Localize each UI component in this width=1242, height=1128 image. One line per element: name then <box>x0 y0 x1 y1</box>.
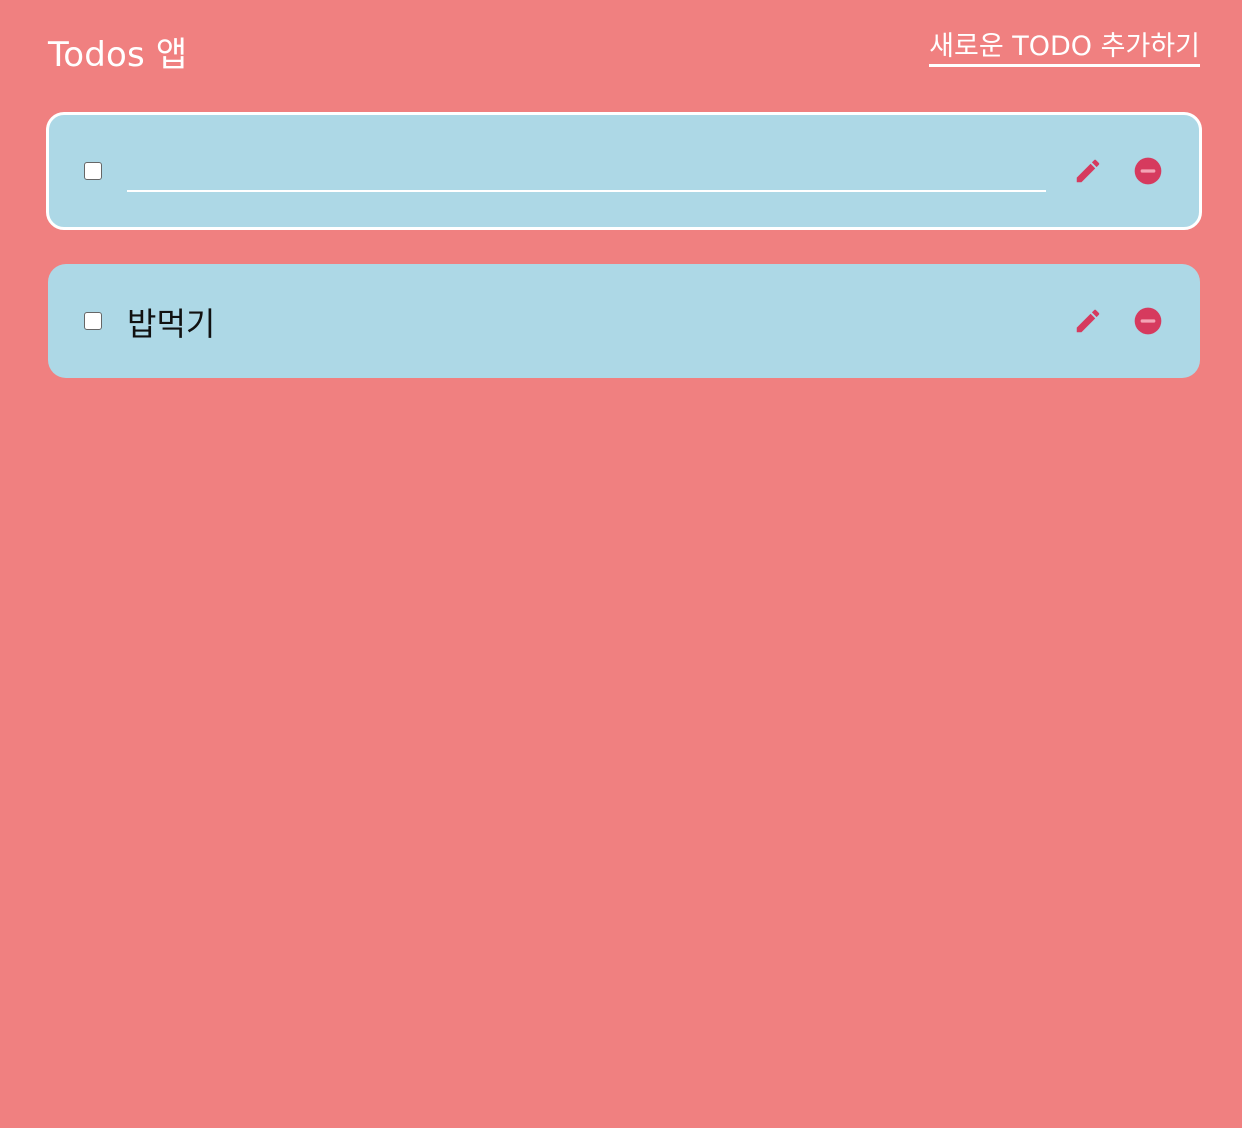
page-title: Todos 앱 <box>48 34 188 75</box>
delete-button[interactable] <box>1132 305 1164 337</box>
todo-text: 밥먹기 <box>127 305 216 343</box>
pencil-icon <box>1076 309 1100 333</box>
minus-circle-icon <box>1134 307 1162 335</box>
todo-list: 밥먹기 <box>46 112 1202 378</box>
todo-checkbox[interactable] <box>84 312 102 330</box>
header: Todos 앱 새로운 TODO 추가하기 <box>48 0 1200 112</box>
todo-checkbox[interactable] <box>84 162 102 180</box>
minus-circle-icon <box>1134 157 1162 185</box>
edit-button[interactable] <box>1072 305 1104 337</box>
todo-item-editing <box>46 112 1202 230</box>
add-todo-link[interactable]: 새로운 TODO 추가하기 <box>929 31 1200 67</box>
pencil-icon <box>1076 159 1100 183</box>
todo-edit-input[interactable] <box>127 154 1046 192</box>
delete-button[interactable] <box>1132 155 1164 187</box>
todo-item: 밥먹기 <box>48 264 1200 378</box>
edit-button[interactable] <box>1072 155 1104 187</box>
